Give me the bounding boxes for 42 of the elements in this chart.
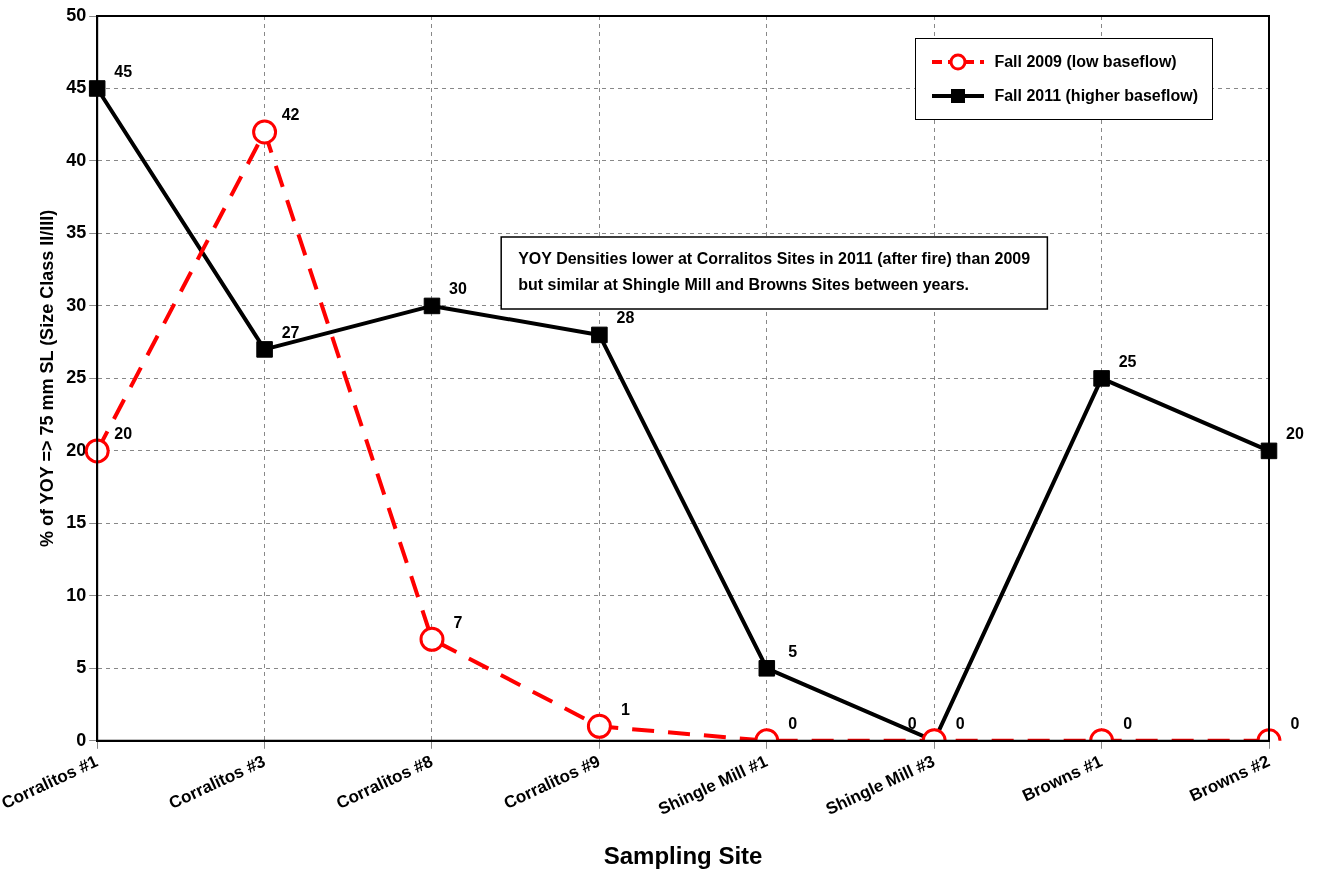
y-axis-title: % of YOY => 75 mm SL (Size Class II/III) — [37, 209, 58, 547]
y-tick-label: 45 — [66, 77, 87, 98]
data-label: 25 — [1118, 352, 1137, 370]
data-label: 28 — [616, 309, 635, 327]
data-label: 30 — [449, 280, 467, 298]
annotation: YOY Densities lower at Corralitos Sites in 2011 (after fire) than 2009 but similar at Shingle Mill and Browns Sites between years. — [518, 250, 1031, 294]
point — [252, 119, 278, 145]
data-label: 0 — [1123, 715, 1133, 733]
point — [423, 297, 441, 315]
data-label: 20 — [114, 425, 133, 443]
y-tick-label: 50 — [66, 4, 87, 25]
point — [758, 660, 776, 677]
y-tick-label: 0 — [76, 729, 87, 750]
y-tick-label: 40 — [66, 149, 87, 170]
data-label: 45 — [114, 62, 133, 80]
y-tick-label: 20 — [66, 439, 87, 460]
data-label: 0 — [788, 715, 798, 733]
point — [84, 438, 110, 464]
data-label: 1 — [620, 700, 630, 718]
x-axis-title: Sampling Site — [603, 842, 763, 870]
y-tick-label: 10 — [66, 584, 87, 605]
point — [256, 341, 273, 358]
point — [88, 80, 106, 97]
y-tick-label: 25 — [66, 367, 87, 388]
y-tick-label: 35 — [66, 222, 87, 243]
y-tick-label: 5 — [76, 657, 87, 678]
data-label: 0 — [955, 715, 965, 733]
legend-label: Fall 2011 (higher baseflow) — [994, 87, 1198, 105]
point — [591, 326, 608, 344]
point — [419, 626, 445, 652]
legend-label: Fall 2009 (low baseflow) — [994, 53, 1177, 71]
y-tick-label: 15 — [66, 512, 87, 533]
data-label: 7 — [453, 613, 463, 631]
data-label: 20 — [1286, 425, 1304, 443]
data-label: 27 — [281, 323, 300, 341]
point — [586, 713, 612, 739]
y-tick-label: 30 — [66, 294, 87, 315]
data-label: 0 — [907, 715, 917, 733]
data-label: 5 — [788, 642, 798, 660]
point — [1093, 370, 1110, 387]
data-label: 0 — [1290, 715, 1300, 733]
data-label: 42 — [281, 106, 300, 124]
